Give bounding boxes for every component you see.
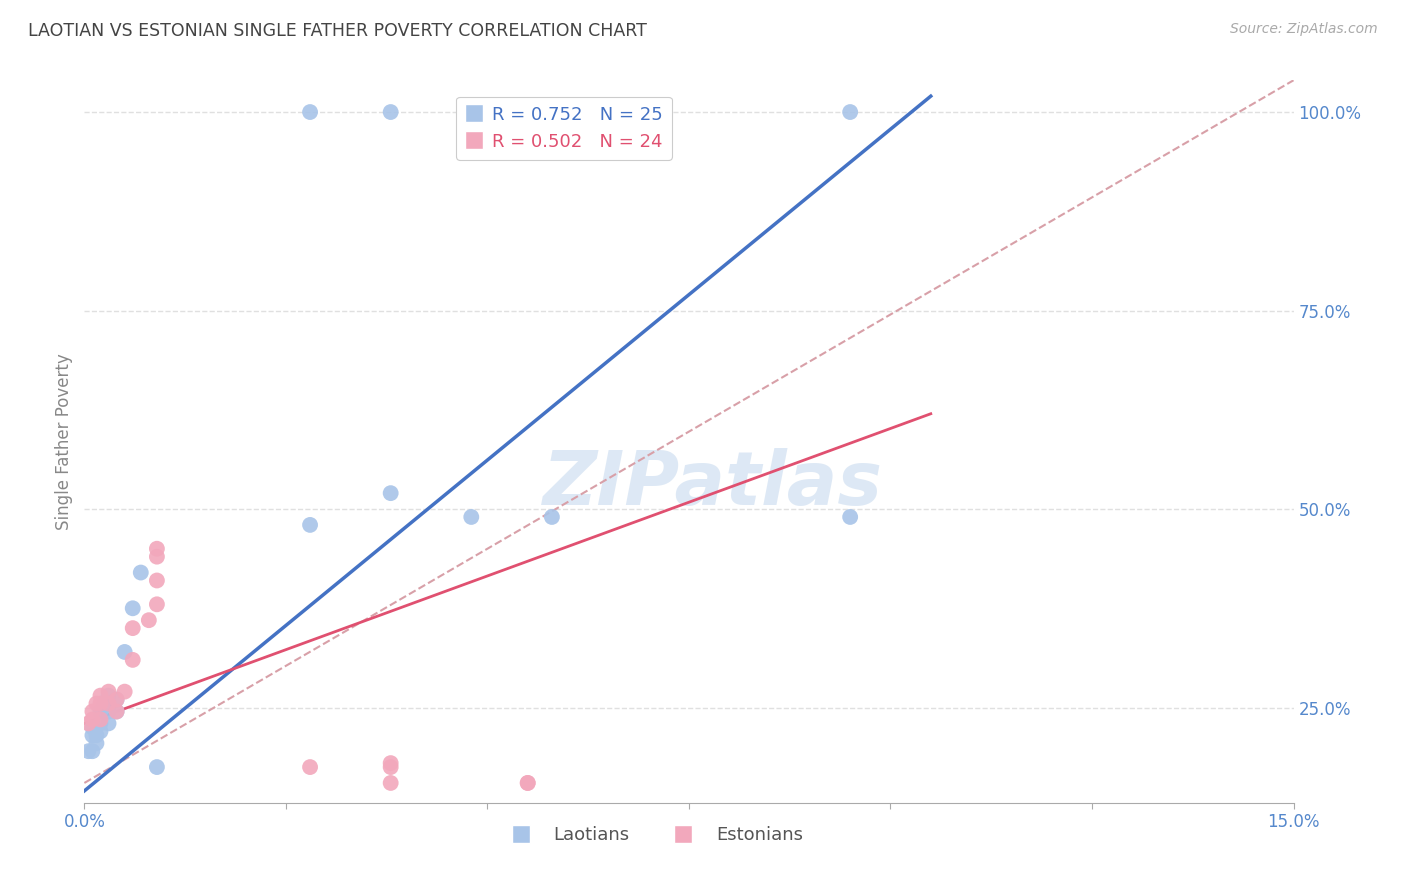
Point [82, 713, 104, 727]
Point [380, 760, 402, 774]
Point [89, 713, 111, 727]
Point [97, 697, 120, 711]
Point [146, 574, 169, 588]
Text: LAOTIAN VS ESTONIAN SINGLE FATHER POVERTY CORRELATION CHART: LAOTIAN VS ESTONIAN SINGLE FATHER POVERT… [28, 22, 647, 40]
Point [89, 689, 111, 703]
Point [89, 724, 111, 739]
Point [82, 720, 104, 734]
Point [516, 105, 538, 120]
Point [299, 105, 322, 120]
Point [839, 105, 862, 120]
Point [121, 653, 143, 667]
Point [105, 705, 128, 719]
Point [146, 549, 169, 564]
Point [77, 744, 100, 758]
Point [114, 684, 136, 698]
Point [299, 760, 322, 774]
Point [82, 728, 104, 742]
Y-axis label: Single Father Poverty: Single Father Poverty [55, 353, 73, 530]
Point [516, 776, 538, 790]
Point [146, 541, 169, 556]
Point [89, 697, 111, 711]
Point [97, 716, 120, 731]
Point [380, 486, 402, 500]
Point [121, 601, 143, 615]
Point [82, 744, 104, 758]
Point [105, 705, 128, 719]
Point [77, 716, 100, 731]
Point [86, 736, 108, 750]
Point [121, 621, 143, 635]
Point [138, 613, 160, 627]
Point [97, 705, 120, 719]
Point [114, 645, 136, 659]
Point [380, 776, 402, 790]
Point [380, 105, 402, 120]
Point [839, 510, 862, 524]
Point [93, 697, 115, 711]
Point [97, 689, 120, 703]
Point [460, 510, 482, 524]
Point [516, 776, 538, 790]
Point [129, 566, 152, 580]
Point [541, 510, 564, 524]
Point [82, 705, 104, 719]
Point [97, 697, 120, 711]
Point [380, 756, 402, 770]
Legend: Laotians, Estonians: Laotians, Estonians [495, 819, 810, 852]
Point [89, 705, 111, 719]
Point [86, 697, 108, 711]
Point [146, 760, 169, 774]
Point [105, 692, 128, 706]
Text: Source: ZipAtlas.com: Source: ZipAtlas.com [1230, 22, 1378, 37]
Point [97, 684, 120, 698]
Point [105, 692, 128, 706]
Point [89, 716, 111, 731]
Point [86, 728, 108, 742]
Point [516, 105, 538, 120]
Point [146, 597, 169, 611]
Text: ZIPatlas: ZIPatlas [543, 449, 883, 522]
Point [299, 517, 322, 532]
